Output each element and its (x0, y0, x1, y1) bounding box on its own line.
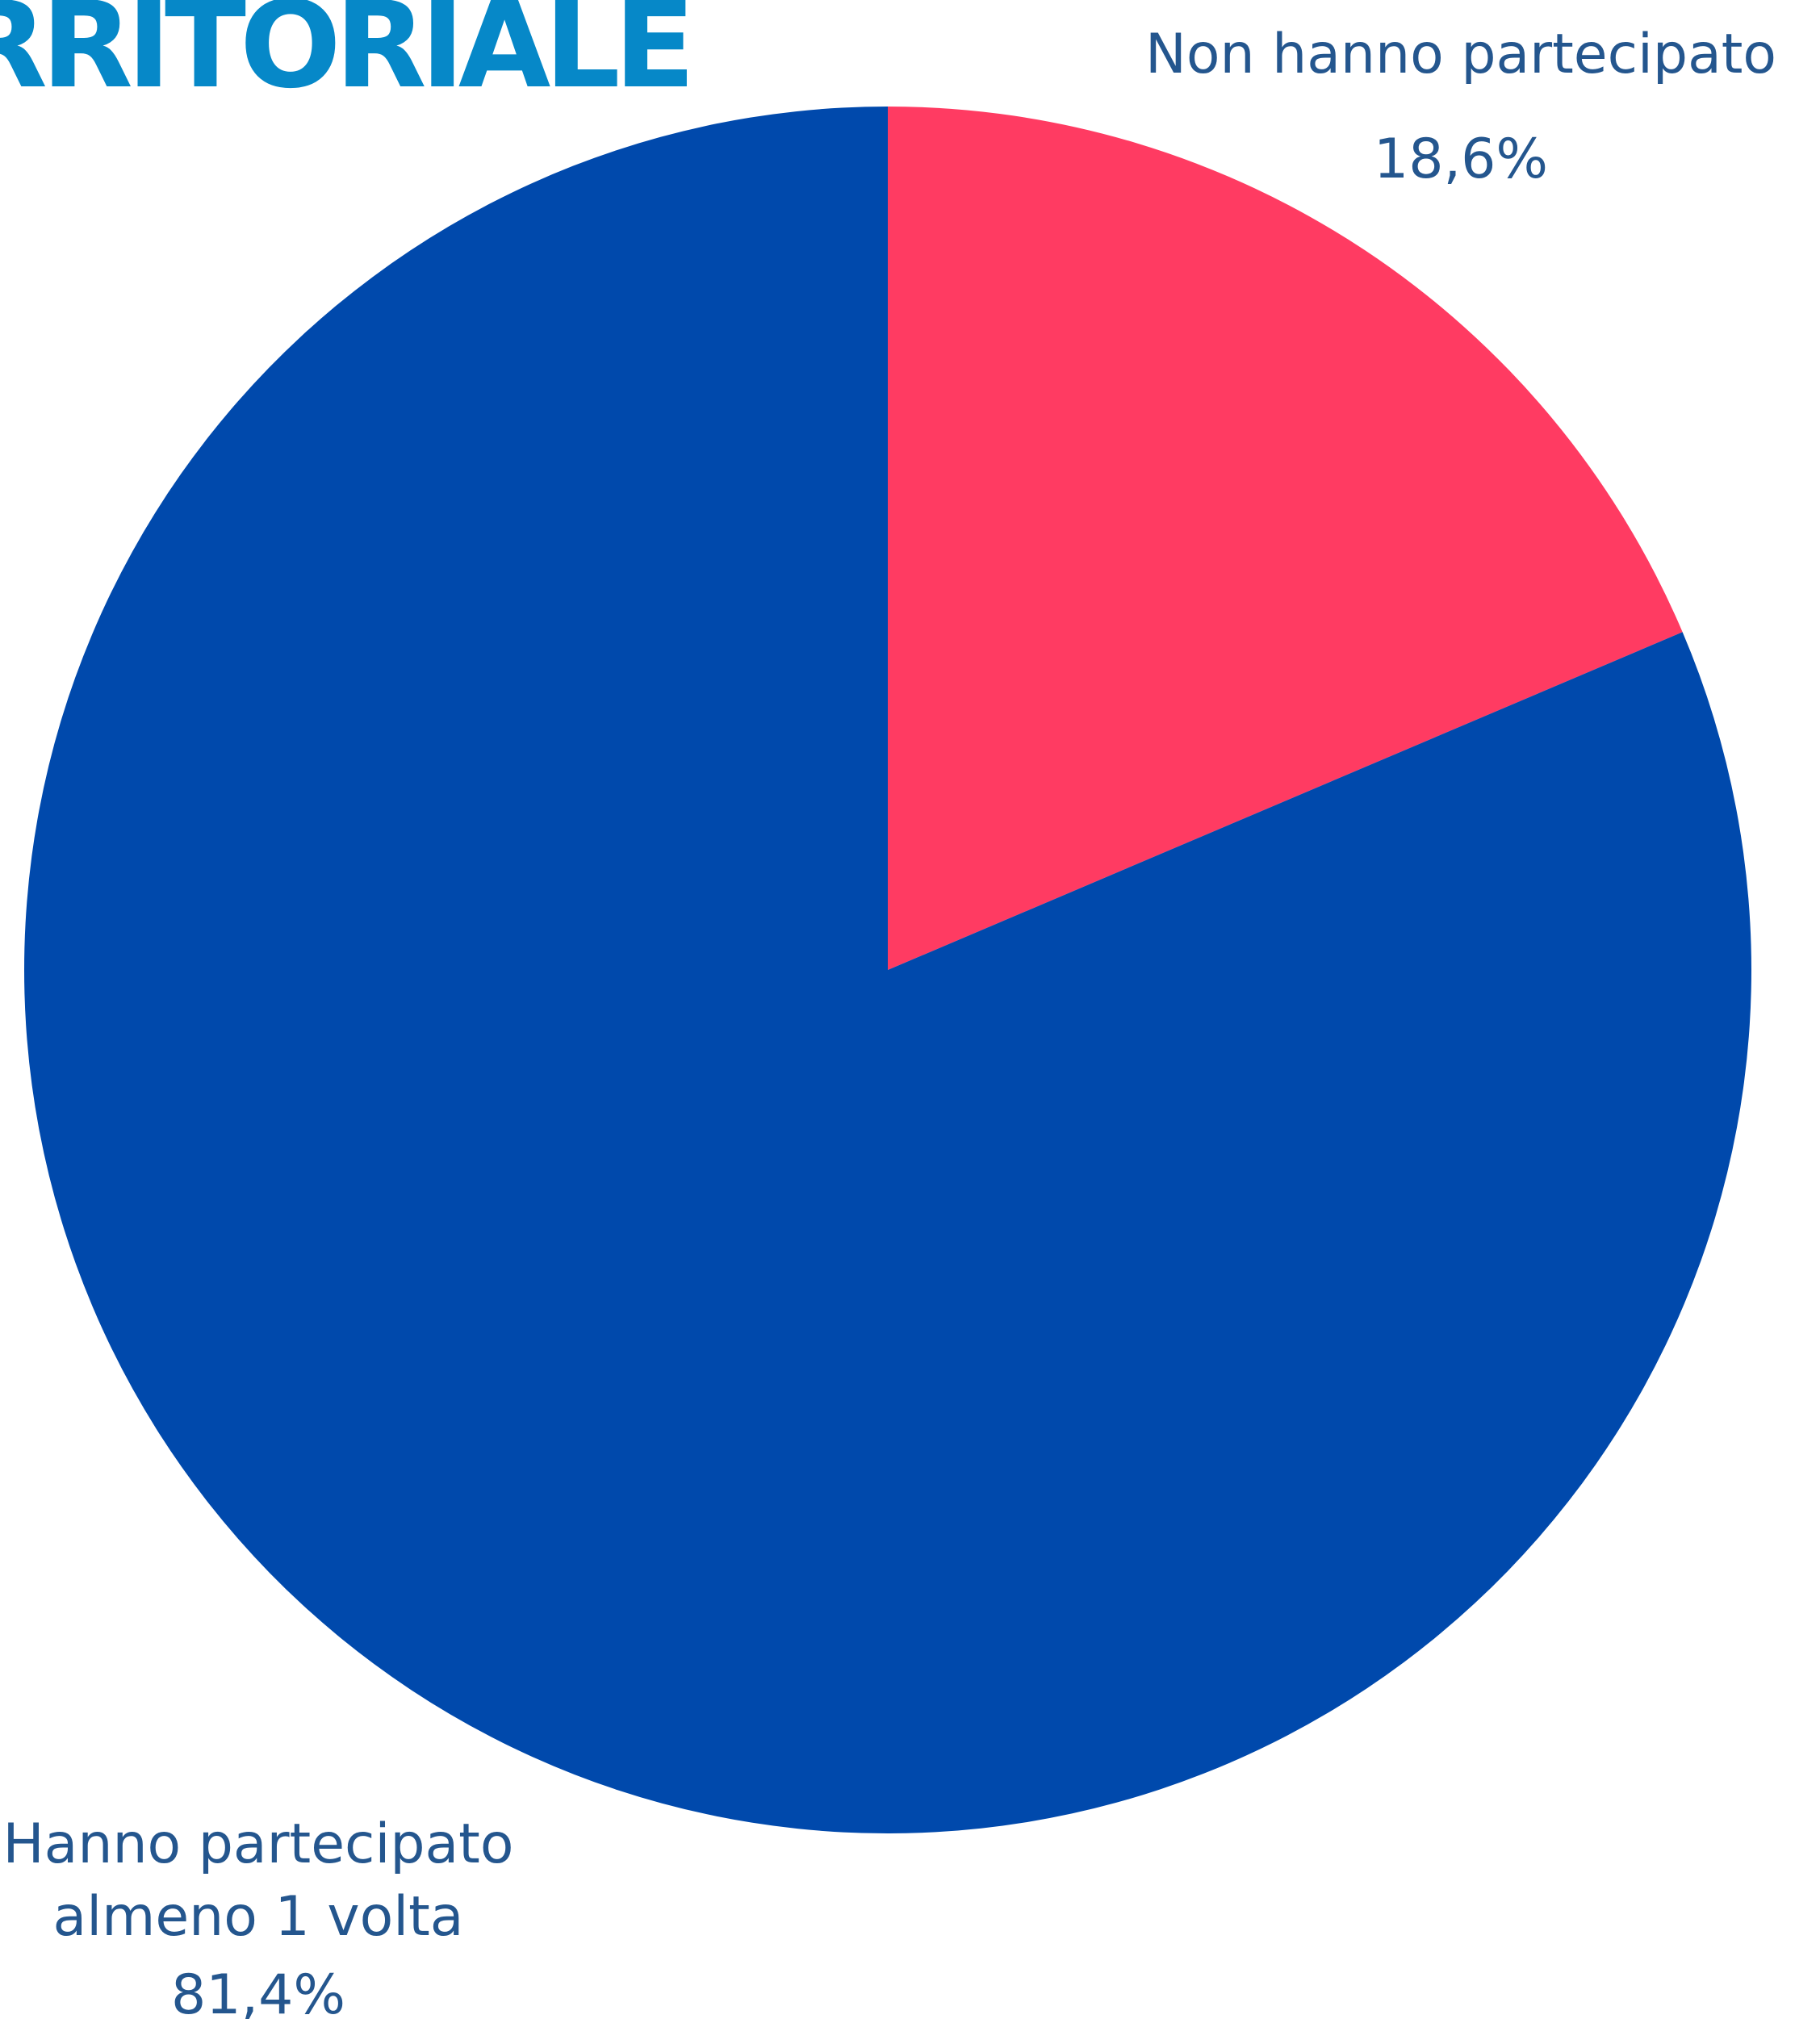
pie-slices (24, 107, 1752, 1833)
pie-slice-2 (24, 107, 1752, 1833)
slice-label-2-line-1: Hanno partecipato (3, 1812, 514, 1876)
slice-value-label-1: 18,6% (1374, 127, 1548, 191)
slice-label-2-line-2: almeno 1 volta (53, 1885, 464, 1949)
pie-slice-1 (888, 107, 1683, 970)
pie-labels: Non hanno partecipato 18,6% Hanno partecip… (3, 23, 1776, 2019)
page-title: RRITORIALE (0, 0, 696, 115)
slice-value-label-2: 81,4% (171, 1963, 345, 2019)
slice-label-1-line-1: Non hanno partecipato (1145, 23, 1776, 86)
